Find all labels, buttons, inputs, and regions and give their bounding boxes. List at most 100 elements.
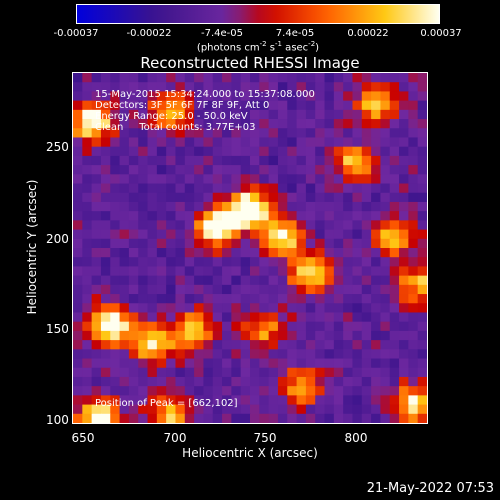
- heatmap-cell: [371, 376, 382, 387]
- heatmap-cell: [194, 238, 205, 249]
- heatmap-cell: [128, 404, 139, 415]
- heatmap-cell: [240, 413, 251, 423]
- colorbar-tick: -0.00022: [126, 28, 172, 39]
- heatmap-cell: [222, 395, 232, 406]
- heatmap-cell: [203, 174, 214, 185]
- heatmap-cell: [324, 284, 335, 295]
- heatmap-cell: [417, 404, 427, 415]
- heatmap-cell: [222, 275, 232, 286]
- heatmap-cell: [240, 349, 251, 360]
- heatmap-cell: [203, 330, 214, 341]
- heatmap-cell: [156, 100, 167, 111]
- heatmap-cell: [380, 155, 391, 166]
- heatmap-cell: [259, 330, 270, 341]
- heatmap-cell: [259, 155, 270, 166]
- heatmap-cell: [268, 229, 279, 240]
- heatmap-cell: [184, 137, 195, 148]
- heatmap-cell: [166, 229, 177, 240]
- heatmap-cell: [119, 349, 130, 360]
- heatmap-cell: [380, 109, 391, 120]
- heatmap-cell: [147, 395, 158, 406]
- heatmap-cell: [389, 303, 400, 314]
- heatmap-cell: [277, 358, 288, 369]
- heatmap-cell: [82, 183, 93, 194]
- heatmap-cell: [212, 73, 223, 83]
- heatmap-cell: [361, 312, 372, 323]
- heatmap-cell: [259, 294, 270, 304]
- heatmap-cell: [371, 367, 382, 378]
- heatmap-cell: [259, 413, 270, 423]
- heatmap-cell: [268, 367, 279, 378]
- heatmap-cell: [305, 404, 316, 415]
- heatmap-cell: [305, 257, 316, 268]
- heatmap-cell: [399, 146, 409, 157]
- heatmap-cell: [156, 275, 167, 286]
- heatmap-cell: [333, 192, 344, 203]
- heatmap-cell: [73, 367, 83, 378]
- heatmap-cell: [333, 109, 344, 120]
- heatmap-cell: [361, 248, 372, 258]
- heatmap-cell: [194, 404, 205, 415]
- heatmap-cell: [287, 367, 298, 378]
- heatmap-cell: [119, 174, 130, 185]
- heatmap-cell: [287, 340, 298, 350]
- heatmap-cell: [277, 109, 288, 120]
- heatmap-cell: [371, 294, 382, 304]
- heatmap-cell: [82, 303, 93, 314]
- heatmap-cell: [305, 275, 316, 286]
- heatmap-cell: [389, 266, 400, 277]
- heatmap-cell: [343, 404, 354, 415]
- heatmap-cell: [371, 257, 382, 268]
- heatmap-cell: [203, 275, 214, 286]
- heatmap-cell: [231, 367, 242, 378]
- heatmap-cell: [361, 404, 372, 415]
- heatmap-cell: [156, 109, 167, 120]
- heatmap-cell: [371, 174, 382, 185]
- heatmap-cell: [194, 211, 205, 221]
- heatmap-cell: [100, 266, 111, 277]
- heatmap-cell: [110, 294, 121, 304]
- heatmap-cell: [147, 229, 158, 240]
- heatmap-cell: [119, 340, 130, 350]
- heatmap-cell: [408, 275, 419, 286]
- heatmap-cell: [380, 330, 391, 341]
- heatmap-cell: [91, 128, 102, 139]
- heatmap-cell: [82, 100, 93, 111]
- heatmap-cell: [277, 257, 288, 268]
- heatmap-cell: [222, 386, 232, 396]
- heatmap-cell: [268, 91, 279, 102]
- heatmap-cell: [268, 238, 279, 249]
- heatmap-cell: [361, 192, 372, 203]
- heatmap-cell: [352, 192, 363, 203]
- heatmap-cell: [277, 229, 288, 240]
- heatmap-cell: [240, 201, 251, 212]
- colorbar-tick: -7.4e-05: [201, 28, 243, 39]
- heatmap-cell: [408, 358, 419, 369]
- heatmap-cell: [417, 220, 427, 231]
- heatmap-cell: [333, 238, 344, 249]
- colorbar-tick: 0.00037: [420, 28, 462, 39]
- heatmap-cell: [315, 367, 326, 378]
- heatmap-cell: [119, 376, 130, 387]
- heatmap-cell: [73, 395, 83, 406]
- heatmap-cell: [361, 284, 372, 295]
- heatmap-cell: [73, 303, 83, 314]
- heatmap-cell: [408, 174, 419, 185]
- heatmap-cell: [352, 248, 363, 258]
- heatmap-cell: [296, 201, 307, 212]
- heatmap-cell: [287, 266, 298, 277]
- heatmap-cell: [91, 330, 102, 341]
- heatmap-cell: [305, 220, 316, 231]
- heatmap-cell: [277, 349, 288, 360]
- heatmap-cell: [82, 257, 93, 268]
- heatmap-cell: [277, 165, 288, 175]
- heatmap-cell: [138, 128, 149, 139]
- y-tick-label: 250: [46, 140, 69, 154]
- heatmap-cell: [231, 82, 242, 93]
- heatmap-cell: [343, 238, 354, 249]
- heatmap-cell: [91, 73, 102, 83]
- heatmap-cell: [203, 238, 214, 249]
- heatmap-cell: [110, 183, 121, 194]
- heatmap-cell: [352, 174, 363, 185]
- heatmap-cell: [166, 238, 177, 249]
